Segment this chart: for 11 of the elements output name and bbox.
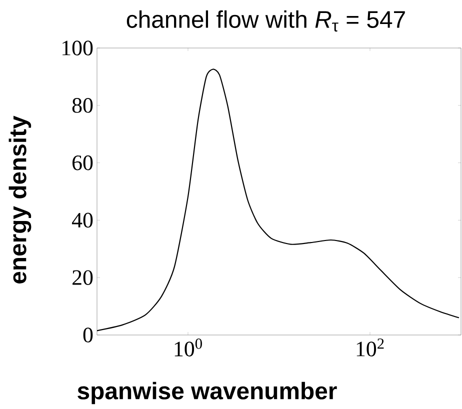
y-tick-label: 60: [72, 155, 93, 170]
x-axis-title: spanwise wavenumber: [78, 382, 337, 404]
y-axis-title: energy density: [8, 116, 32, 284]
x-tick-label: 10$^{2}$: [356, 338, 384, 356]
x-tick-label: 10$^{0}$: [174, 338, 202, 356]
y-tick-label: 100: [62, 40, 93, 56]
chart-title: channel flow with R$_{τ}$ = 547: [126, 10, 405, 32]
y-tick-label: 20: [72, 270, 93, 285]
y-tick-label: 40: [72, 212, 93, 228]
y-tick-label: 0: [83, 328, 93, 342]
y-tick-label: 80: [72, 98, 93, 113]
